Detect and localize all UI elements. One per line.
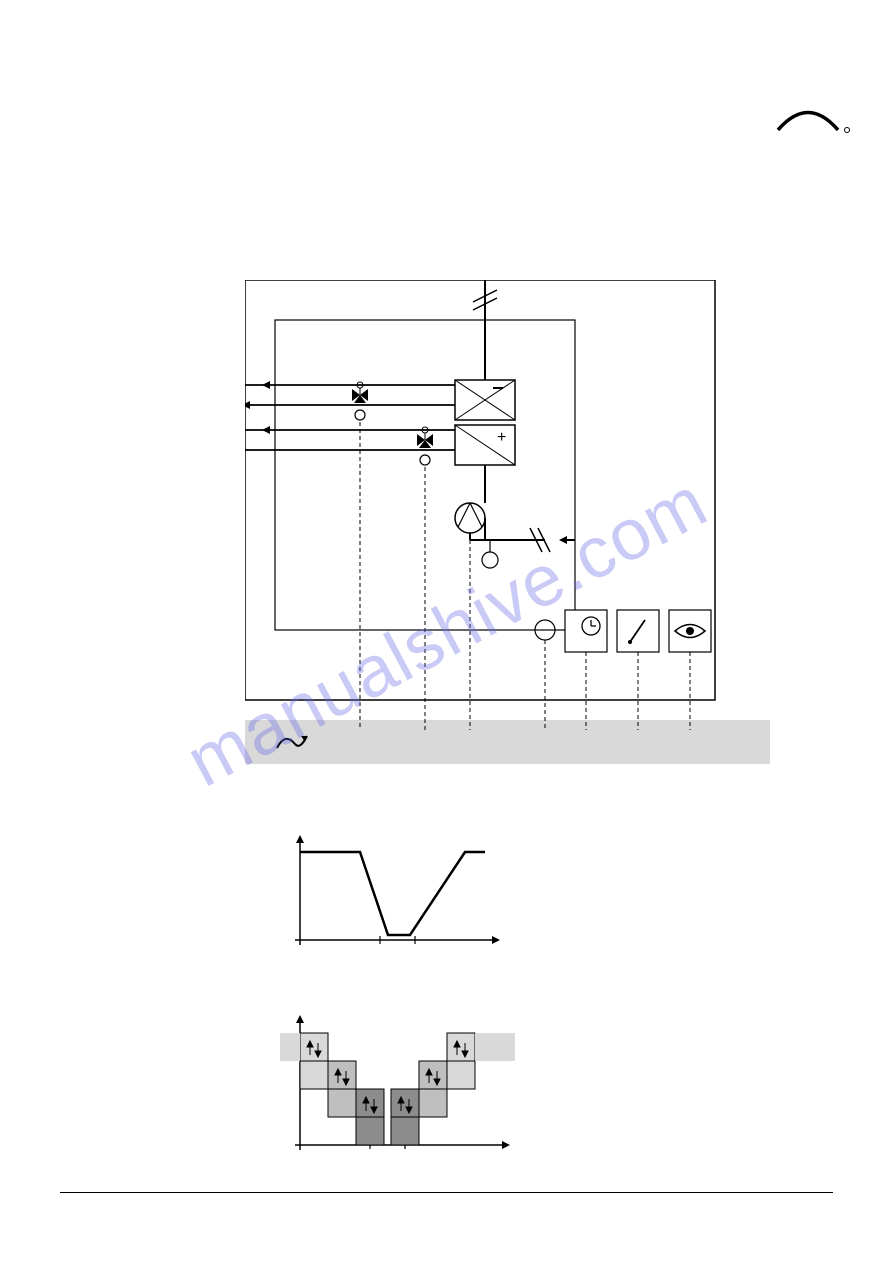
corner-logo bbox=[773, 100, 853, 145]
valve-response-chart bbox=[280, 830, 510, 975]
step-sequence-chart bbox=[280, 1010, 520, 1175]
bulb-sensor-icon bbox=[482, 552, 498, 568]
switch-box-icon bbox=[617, 610, 659, 652]
arrow-in-icon bbox=[262, 381, 270, 389]
schematic-diagram: + bbox=[245, 280, 765, 755]
heat-exchanger-plus-icon: + bbox=[455, 425, 515, 465]
heat-exchanger-minus-icon bbox=[455, 380, 515, 420]
pump-icon bbox=[455, 503, 485, 533]
eye-box-icon bbox=[669, 610, 711, 652]
sensor-2-icon bbox=[420, 455, 430, 465]
clock-box-icon bbox=[565, 610, 607, 652]
plus-label: + bbox=[497, 429, 506, 446]
footer-rule bbox=[60, 1192, 833, 1193]
sensor-1-icon bbox=[355, 410, 365, 420]
vent-top-icon bbox=[473, 280, 497, 320]
